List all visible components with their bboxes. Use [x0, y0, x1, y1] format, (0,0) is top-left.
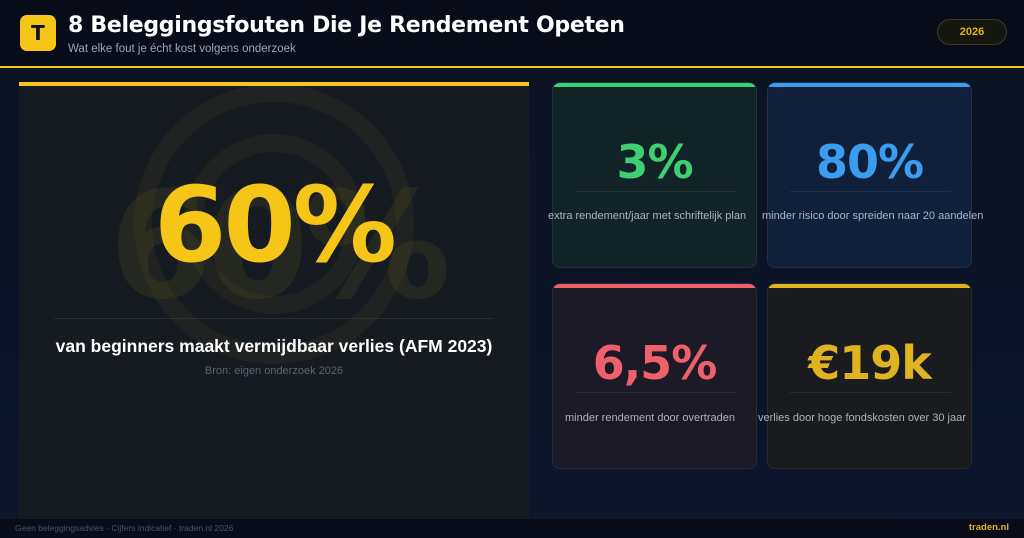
stat-value: 6,5%	[592, 336, 718, 390]
hero-ghost-value: 60%	[109, 160, 451, 332]
page-subtitle: Wat elke fout je écht kost volgens onder…	[68, 43, 296, 55]
stat-divider	[790, 392, 951, 393]
stat-accent-bar	[553, 83, 756, 87]
stat-divider	[575, 392, 736, 393]
stat-card-plan: 3%	[552, 82, 757, 268]
stat-value: €19k	[808, 336, 932, 390]
year-badge: 2026	[937, 19, 1007, 45]
hero-stat-card: 60% 60% van beginners maakt vermijdbaar …	[19, 82, 529, 522]
page-title: 8 Beleggingsfouten Die Je Rendement Opet…	[68, 13, 625, 38]
stat-divider	[575, 191, 736, 192]
footer-brand-link[interactable]: traden.nl	[968, 522, 1009, 533]
hero-value: 60%	[154, 164, 397, 286]
hero-divider	[54, 318, 494, 319]
stat-divider	[790, 191, 951, 192]
stat-label: extra rendement/jaar met schriftelijk pl…	[548, 210, 747, 222]
stat-card-fondskosten: €19k	[767, 283, 972, 469]
header: T 8 Beleggingsfouten Die Je Rendement Op…	[0, 0, 1024, 68]
stat-card-spreiding: 80%	[767, 82, 972, 268]
stat-value: 3%	[616, 135, 693, 189]
logo: T	[20, 15, 56, 51]
hero-source: Bron: eigen onderzoek 2026	[204, 365, 344, 377]
stat-accent-bar	[768, 284, 971, 288]
stat-label: minder risico door spreiden naar 20 aand…	[762, 210, 984, 222]
hero-label: van beginners maakt vermijdbaar verlies …	[55, 336, 493, 356]
stat-accent-bar	[553, 284, 756, 288]
stat-label: verlies door hoge fondskosten over 30 ja…	[758, 412, 966, 424]
stat-value: 80%	[815, 135, 924, 189]
stat-accent-bar	[768, 83, 971, 87]
footer: Geen beleggingsadvies · Cijfers indicati…	[0, 519, 1024, 538]
stat-card-overtraden: 6,5%	[552, 283, 757, 469]
footer-disclaimer: Geen beleggingsadvies · Cijfers indicati…	[15, 523, 234, 533]
stat-label: minder rendement door overtraden	[565, 412, 735, 424]
